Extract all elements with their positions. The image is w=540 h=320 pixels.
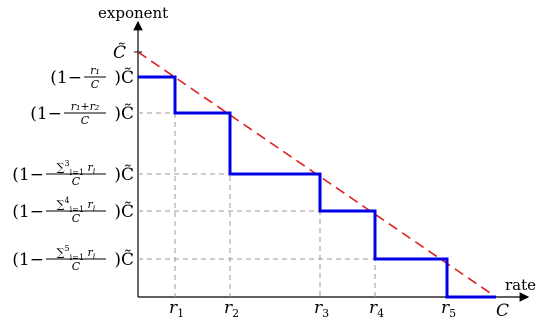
x-tick-label: r5 bbox=[441, 298, 456, 320]
x-axis-label: rate bbox=[505, 276, 536, 294]
x-tick-label: r3 bbox=[314, 298, 329, 320]
staircase-curve bbox=[138, 75, 496, 299]
x-tick-label: r2 bbox=[224, 298, 239, 320]
y-level-label: )C̃ r₁+r₂C (1− bbox=[30, 100, 134, 127]
y-level-label: )C̃∑3i=1 riC(1− bbox=[12, 159, 134, 188]
y-level-label: )C̃∑5i=1 riC(1− bbox=[12, 244, 134, 273]
denominator: C bbox=[81, 114, 90, 127]
label-tail: )C̃ bbox=[114, 202, 134, 222]
label-tail: )C̃ bbox=[114, 104, 134, 124]
label-tail: )C̃ bbox=[114, 165, 134, 185]
numerator: r₁ bbox=[90, 64, 100, 77]
denominator: C bbox=[72, 175, 81, 188]
label-head: (1− bbox=[12, 165, 44, 185]
label-head: (1− bbox=[50, 68, 82, 88]
ctilde-text: C̃ bbox=[113, 43, 126, 63]
y-label-ctilde: C̃ bbox=[113, 43, 126, 63]
label-head: (1− bbox=[12, 202, 44, 222]
x-tick-label: r4 bbox=[369, 298, 384, 320]
label-head: (1− bbox=[12, 250, 44, 270]
numerator: r₁+r₂ bbox=[71, 100, 100, 113]
y-level-label: )C̃ r₁C (1− bbox=[50, 64, 134, 91]
y-level-labels: )C̃r₁C(1−)C̃r₁+r₂C(1−)C̃∑3i=1 riC(1−)C̃∑… bbox=[12, 64, 134, 273]
denominator: C bbox=[72, 212, 81, 225]
y-axis-label: exponent bbox=[98, 4, 168, 22]
label-head: (1− bbox=[30, 104, 62, 124]
x-tick-labels: r1 r2 r3 r4 r5 bbox=[169, 298, 456, 320]
label-tail: )C̃ bbox=[114, 250, 134, 270]
x-end-label: C bbox=[496, 301, 509, 320]
denominator: C bbox=[72, 260, 81, 273]
x-tick-label: r1 bbox=[169, 298, 184, 320]
y-level-label: )C̃∑4i=1 riC(1− bbox=[12, 196, 134, 225]
denominator: C bbox=[91, 78, 100, 91]
label-tail: )C̃ bbox=[114, 68, 134, 88]
